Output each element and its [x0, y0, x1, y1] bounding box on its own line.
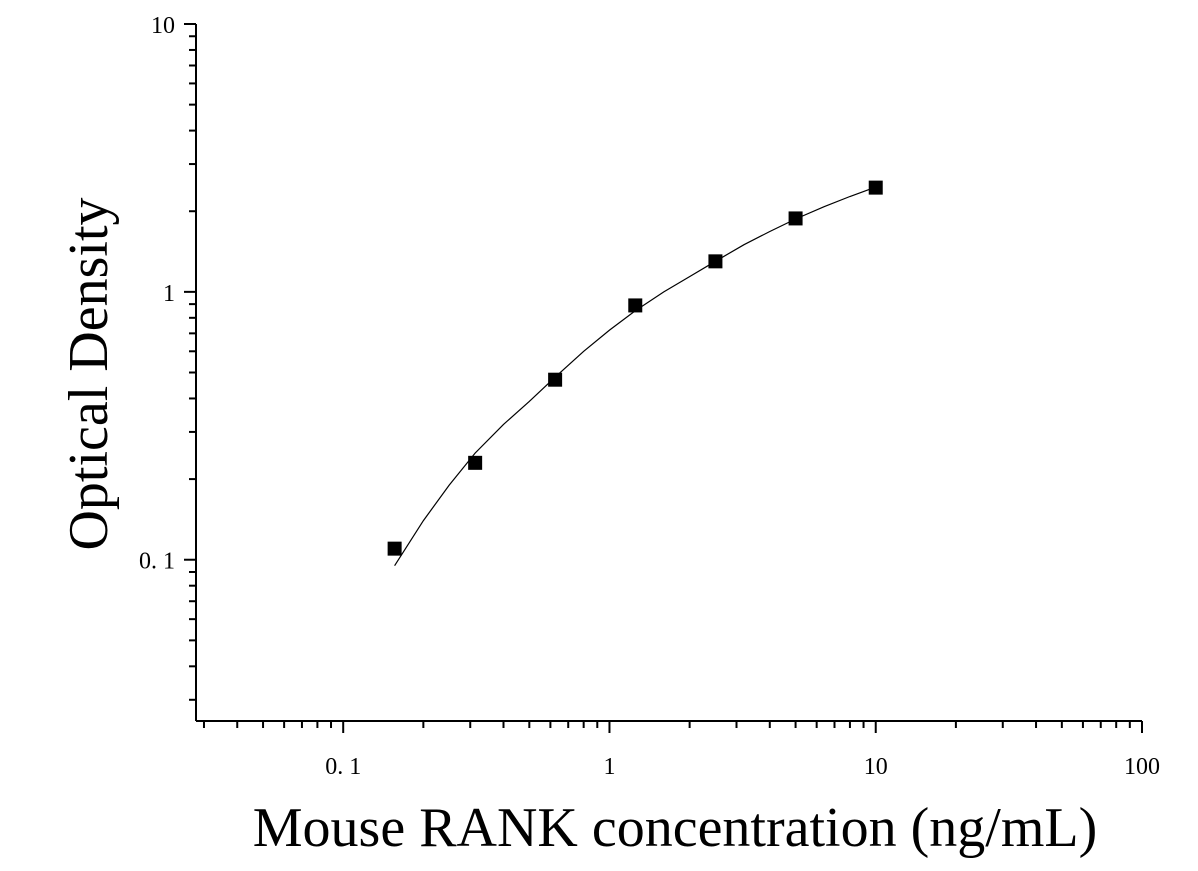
y-axis-title: Optical Density: [58, 197, 120, 550]
data-points: [387, 180, 883, 556]
x-tick-label: 0. 1: [325, 754, 361, 780]
data-point: [628, 298, 643, 313]
x-tick-label: 100: [1124, 754, 1160, 780]
x-tick-label: 10: [864, 754, 888, 780]
data-point: [708, 254, 723, 269]
x-tick-label: 1: [603, 754, 615, 780]
data-point: [868, 180, 883, 195]
y-tick-label: 10: [151, 13, 175, 39]
data-point: [788, 211, 803, 226]
x-axis-title: Mouse RANK concentration (ng/mL): [253, 797, 1097, 859]
data-point: [548, 372, 563, 387]
fit-curve: [394, 186, 876, 567]
data-point: [387, 541, 402, 556]
y-ticks: 0. 1 1 10: [139, 13, 196, 701]
y-tick-label: 1: [163, 281, 175, 307]
data-point: [468, 455, 483, 470]
y-tick-label: 0. 1: [139, 549, 175, 575]
axes: [195, 24, 1142, 722]
x-ticks: 0. 1 1 10 100: [202, 721, 1160, 780]
